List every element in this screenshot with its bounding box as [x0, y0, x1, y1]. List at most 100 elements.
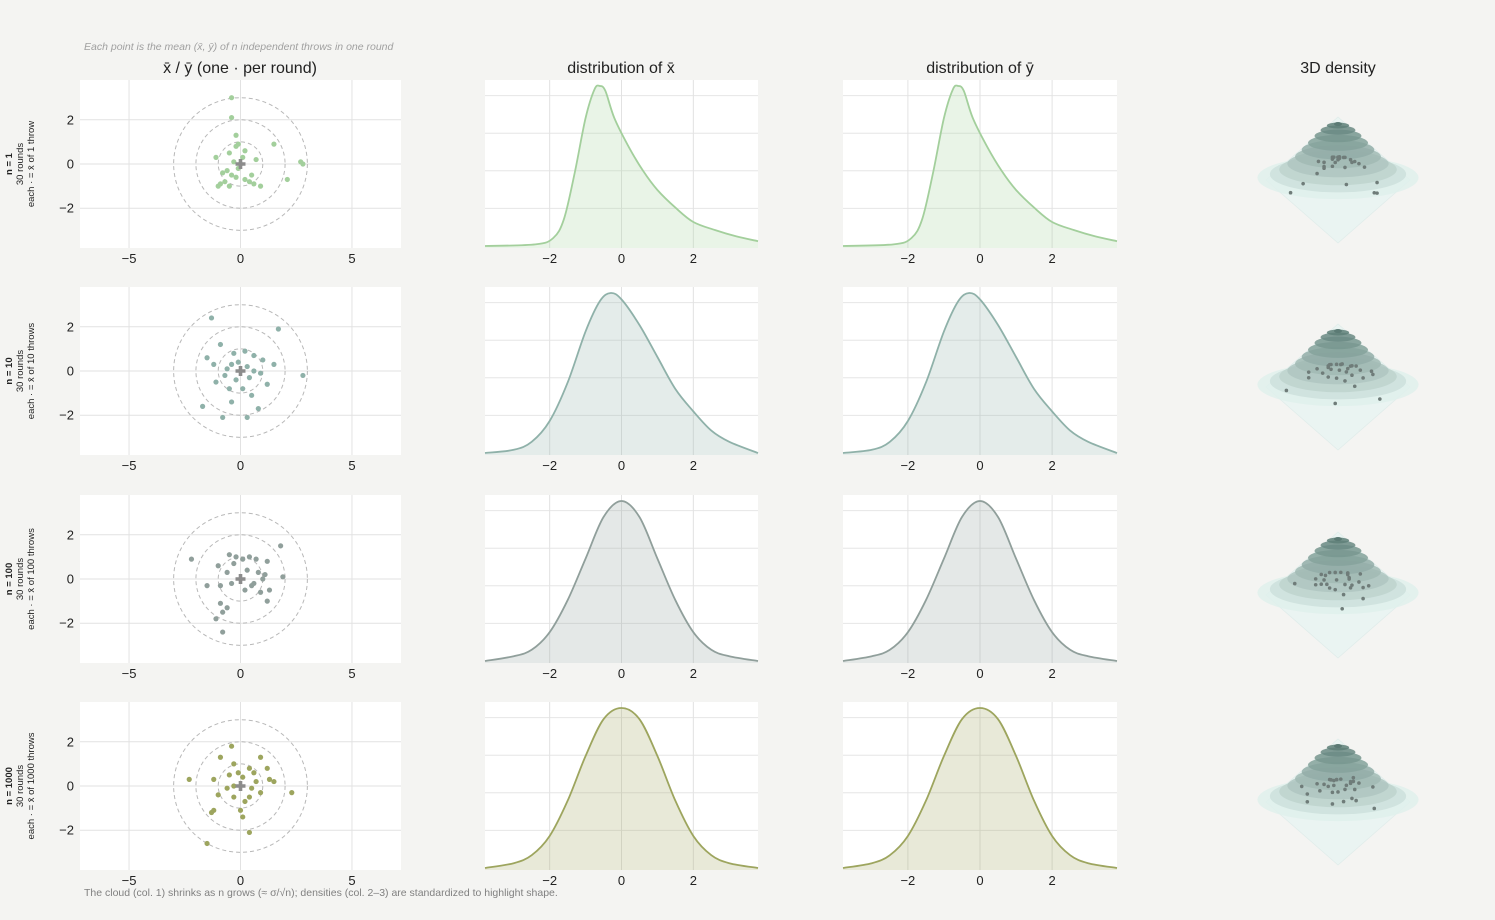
scatter-point	[251, 181, 257, 187]
scatter-point	[233, 132, 239, 138]
x-tick-label: 2	[690, 666, 697, 681]
scatter-point	[264, 381, 270, 387]
y-tick-label: 2	[67, 112, 74, 127]
scatter-point	[215, 792, 221, 798]
x-tick-label: −2	[900, 458, 915, 473]
x-tick-label: 2	[690, 251, 697, 266]
scatter-point	[260, 357, 266, 363]
column-title-4: 3D density	[1300, 60, 1376, 77]
surface-point	[1372, 190, 1377, 195]
surface-point	[1348, 586, 1353, 590]
surface-point	[1344, 783, 1349, 788]
scatter-point	[220, 629, 226, 635]
scatter-point	[224, 605, 230, 611]
scatter-point	[215, 183, 221, 189]
scatter-point	[217, 341, 224, 348]
surface-contour	[1320, 332, 1356, 342]
y-tick-label: 0	[67, 157, 74, 172]
surface-point	[1330, 790, 1335, 795]
surface-point	[1301, 181, 1305, 186]
y-tick-label: 2	[67, 319, 74, 334]
x-tick-label: −2	[900, 873, 915, 888]
scatter-point	[224, 168, 230, 174]
reference-circle	[217, 141, 264, 187]
scatter-point	[215, 563, 221, 569]
column-title-1: x̄ / ȳ (one · per round)	[163, 60, 317, 77]
scatter-point	[257, 790, 264, 796]
surface-point	[1333, 587, 1338, 592]
scatter-point	[204, 355, 210, 361]
y-tick-label: 0	[67, 364, 74, 379]
scatter-point	[251, 580, 257, 587]
scatter-panel: −5 0 5 −2 0 2	[59, 495, 401, 681]
surface-contour	[1320, 540, 1356, 550]
surface-point	[1329, 367, 1333, 372]
surface-point	[1332, 778, 1336, 783]
density-line	[484, 500, 759, 662]
surface-point	[1357, 781, 1361, 785]
y-tick-label: 0	[67, 779, 74, 794]
surface-point	[1350, 363, 1354, 368]
surface-point	[1350, 160, 1354, 165]
scatter-point	[237, 807, 244, 813]
surface-point	[1329, 778, 1333, 782]
density-area	[843, 708, 1117, 870]
surface-point	[1357, 580, 1361, 584]
surface-point	[1306, 370, 1311, 374]
surface-point	[1313, 577, 1318, 581]
surface-point	[1322, 782, 1326, 787]
y-tick-label: 2	[67, 527, 74, 542]
scatter-point	[233, 174, 239, 180]
scatter-point	[255, 569, 261, 575]
scatter-point	[257, 183, 264, 189]
surface-point	[1336, 155, 1340, 160]
surface-point	[1327, 586, 1332, 590]
scatter-point	[251, 770, 257, 776]
density-y-panel: −2 0 2	[842, 287, 1118, 473]
y-tick-label: −2	[59, 616, 74, 631]
surface-point	[1344, 370, 1349, 374]
surface-point	[1340, 362, 1344, 366]
scatter-point	[246, 794, 253, 800]
scatter-point	[220, 170, 226, 176]
scatter-point	[289, 790, 295, 796]
surface-point	[1334, 578, 1339, 582]
surface-point	[1333, 570, 1338, 575]
surface-point	[1319, 572, 1324, 577]
reference-circle	[195, 534, 286, 624]
surface-panel	[1257, 738, 1419, 866]
surface-contour	[1320, 747, 1356, 757]
row-label: n = 1 30 rounds each · = x̄ of 1 throw	[4, 121, 37, 207]
x-tick-label: 2	[1048, 666, 1055, 681]
surface-point	[1375, 180, 1379, 185]
density-line	[842, 707, 1118, 869]
bottom-note: The cloud (col. 1) shrinks as n grows (≈…	[84, 887, 558, 899]
surface-point	[1333, 160, 1338, 165]
surface-point	[1334, 362, 1339, 367]
row-label: n = 1000 30 rounds each · = x̄ of 1000 thr…	[4, 732, 37, 839]
reference-circle	[217, 763, 264, 809]
scatter-point	[266, 776, 273, 782]
density-x-panel: −2 0 2	[484, 80, 759, 266]
x-tick-label: 2	[690, 458, 697, 473]
scatter-point	[231, 794, 237, 800]
density-x-panel: −2 0 2	[484, 495, 759, 681]
density-area	[485, 501, 758, 663]
column-title-3: distribution of ȳ	[926, 60, 1034, 77]
surface-point	[1345, 572, 1350, 577]
surface-point	[1372, 806, 1377, 811]
scatter-point	[226, 386, 232, 392]
row-rounds-label: 30 rounds	[15, 558, 26, 601]
x-tick-label: 0	[976, 251, 983, 266]
surface-point	[1345, 366, 1350, 371]
scatter-point	[257, 754, 264, 760]
scatter-point	[275, 326, 281, 332]
surface-point	[1326, 375, 1331, 379]
surface-point	[1352, 384, 1357, 389]
surface-point	[1326, 784, 1331, 789]
scatter-point	[249, 392, 255, 398]
scatter-point	[264, 765, 270, 771]
surface-point	[1343, 379, 1347, 383]
surface-point	[1315, 366, 1319, 371]
x-tick-label: 5	[348, 458, 355, 473]
